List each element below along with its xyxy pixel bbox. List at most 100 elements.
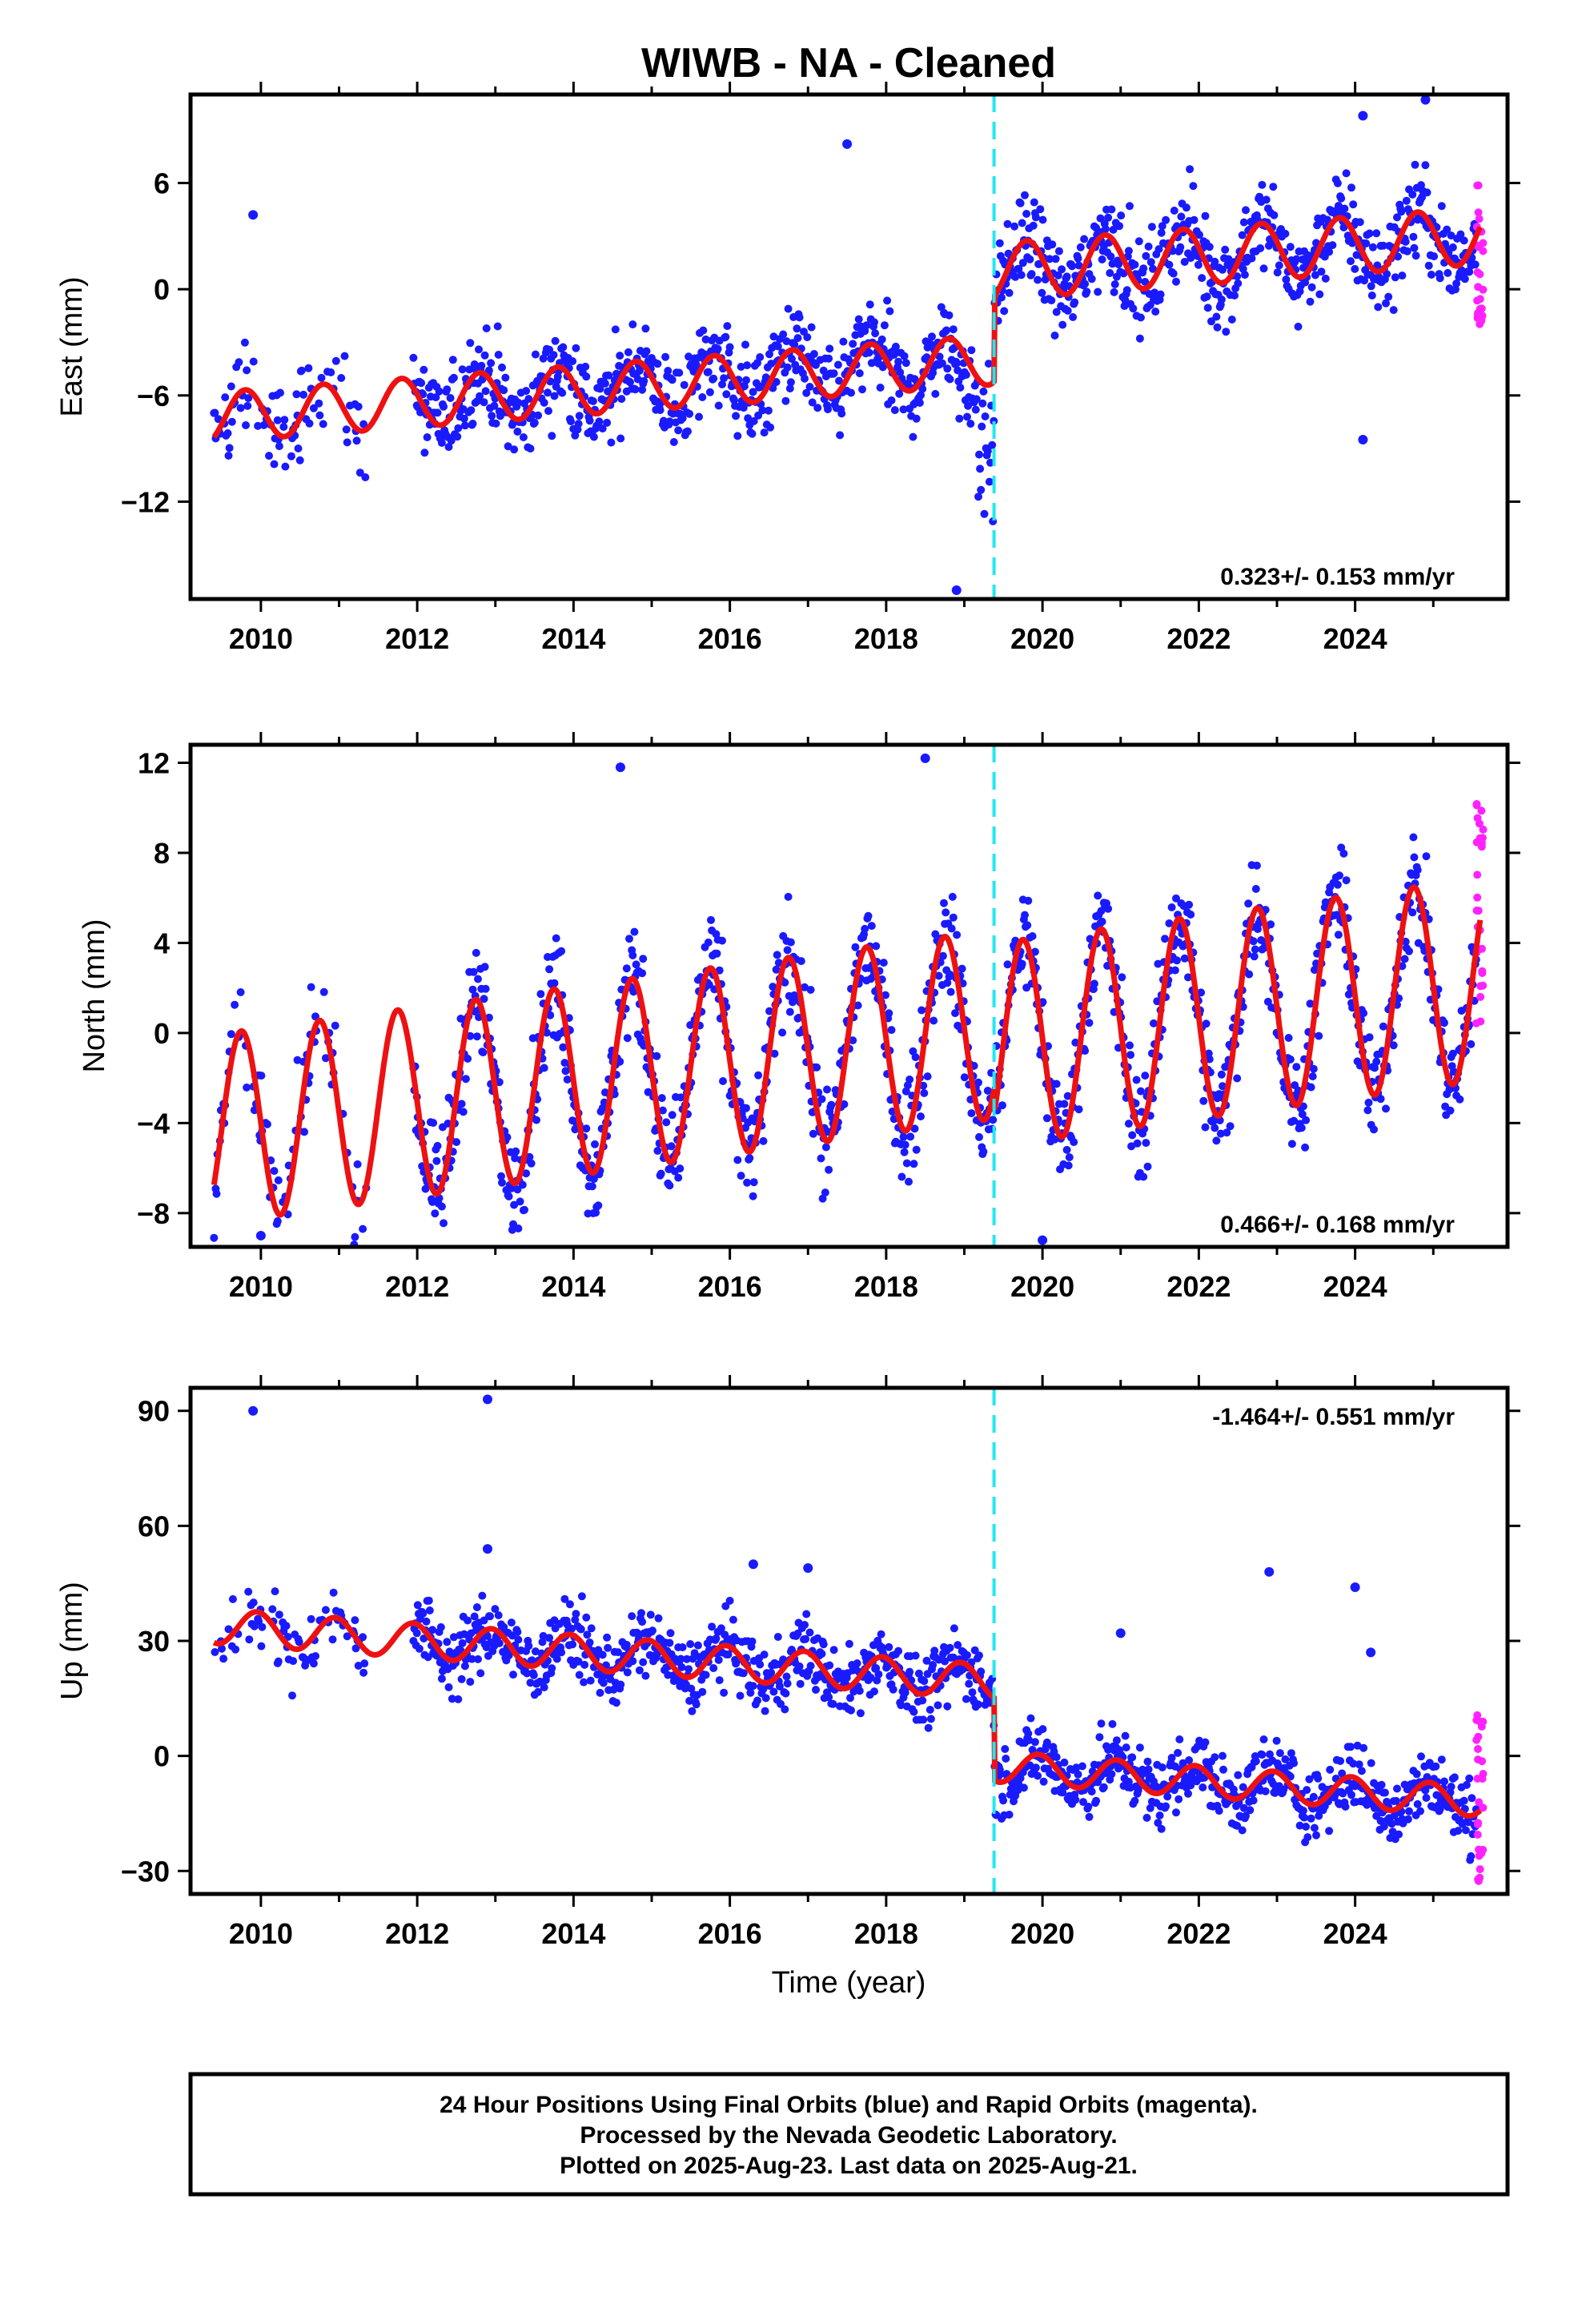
final-point — [851, 943, 860, 951]
final-point — [1373, 261, 1382, 270]
x-tick-label: 2020 — [1010, 1270, 1074, 1303]
final-point — [1379, 1022, 1387, 1031]
final-point — [721, 1602, 730, 1610]
final-point — [1001, 1745, 1010, 1753]
rapid-point — [1476, 992, 1485, 1001]
final-point — [1201, 1738, 1210, 1747]
x-tick-label: 2012 — [385, 1270, 449, 1303]
final-point — [668, 1111, 677, 1120]
final-point — [600, 379, 609, 388]
final-point — [674, 426, 683, 435]
final-point — [616, 352, 624, 360]
final-point — [513, 1627, 522, 1636]
rapid-point — [1473, 1831, 1482, 1839]
final-point — [905, 1076, 914, 1084]
final-point — [1128, 1131, 1137, 1140]
final-point — [1239, 1783, 1247, 1791]
final-point — [1018, 959, 1026, 968]
final-point — [783, 1679, 792, 1688]
final-point — [1130, 260, 1139, 269]
final-point — [1450, 1773, 1459, 1782]
final-point — [1071, 1795, 1080, 1804]
final-point — [1417, 1752, 1425, 1761]
final-point — [568, 357, 577, 365]
final-point — [1144, 242, 1153, 251]
final-point — [1251, 1757, 1260, 1766]
final-point — [637, 1609, 645, 1618]
final-point — [552, 1655, 561, 1663]
final-point — [536, 1677, 544, 1686]
up-model-fit-line — [212, 1609, 1483, 1819]
final-point — [900, 1148, 909, 1156]
final-point — [1092, 1796, 1101, 1805]
final-point — [274, 1176, 283, 1184]
final-point — [900, 352, 909, 360]
final-point — [897, 1172, 906, 1181]
final-point — [953, 931, 962, 939]
final-point — [1454, 1827, 1463, 1835]
final-point — [1219, 1082, 1227, 1091]
final-point — [1258, 1751, 1267, 1759]
final-point — [1097, 907, 1106, 915]
outlier-point — [1350, 1582, 1360, 1592]
x-tick-label: 2018 — [854, 622, 918, 655]
x-tick-label: 2010 — [229, 622, 293, 655]
final-point — [1448, 243, 1457, 251]
final-point — [223, 429, 232, 437]
final-point — [677, 1655, 685, 1663]
final-point — [360, 1659, 369, 1668]
final-point — [909, 1707, 918, 1716]
final-point — [458, 1638, 467, 1647]
final-point — [1252, 861, 1261, 870]
final-point — [874, 1670, 883, 1679]
final-point — [1221, 245, 1230, 254]
final-point — [648, 1626, 656, 1635]
final-point — [829, 1699, 837, 1708]
outlier-point — [1038, 1235, 1048, 1245]
final-point — [1269, 183, 1278, 191]
final-point — [665, 1638, 674, 1647]
final-point — [1185, 900, 1194, 909]
final-point — [289, 1657, 298, 1666]
final-point — [1157, 228, 1166, 237]
outlier-point — [1115, 1628, 1126, 1638]
final-point — [1161, 935, 1169, 943]
final-point — [319, 987, 328, 996]
final-point — [359, 1668, 368, 1677]
final-point — [658, 1106, 667, 1115]
final-point — [1025, 1736, 1034, 1744]
rapid-point — [1474, 1745, 1482, 1753]
final-point — [1282, 275, 1291, 283]
final-point — [1222, 328, 1231, 336]
final-point — [1435, 274, 1444, 283]
final-point — [725, 1596, 734, 1605]
final-point — [1315, 290, 1324, 299]
final-point — [470, 1612, 479, 1621]
final-point — [1379, 1822, 1388, 1831]
final-point — [1081, 279, 1090, 288]
final-point — [1309, 1792, 1318, 1801]
north-final-points — [210, 753, 1480, 1247]
final-point — [625, 935, 633, 943]
outlier-point — [1366, 1647, 1376, 1658]
final-point — [219, 1655, 228, 1663]
final-point — [1284, 1034, 1293, 1042]
y-tick-label: 90 — [138, 1395, 170, 1428]
final-point — [853, 1001, 862, 1010]
final-point — [911, 1651, 920, 1660]
final-point — [624, 348, 632, 356]
final-point — [1377, 1780, 1386, 1789]
final-point — [1117, 211, 1126, 220]
final-point — [1352, 251, 1361, 259]
final-point — [1371, 1063, 1379, 1072]
final-point — [503, 1133, 512, 1142]
final-point — [1233, 272, 1242, 281]
final-point — [1245, 970, 1254, 979]
final-point — [1144, 1765, 1153, 1774]
final-point — [483, 1631, 492, 1640]
final-point — [743, 361, 752, 370]
final-point — [273, 416, 282, 424]
x-axis-label: Time (year) — [772, 1966, 926, 2000]
final-point — [979, 387, 988, 396]
final-point — [641, 324, 650, 333]
